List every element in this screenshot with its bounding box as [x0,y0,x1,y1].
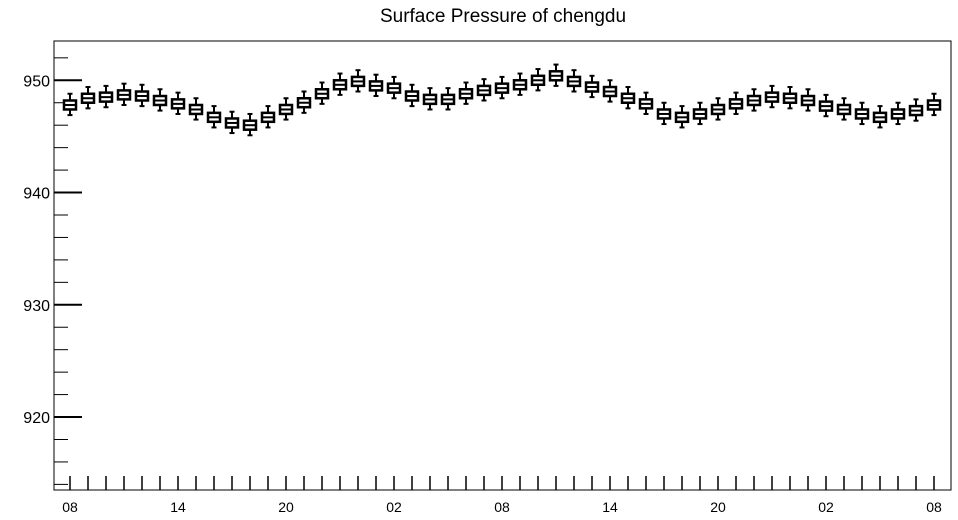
box-48 [926,92,942,117]
box-0 [62,92,78,117]
box-24 [494,75,510,100]
x-tick-label: 14 [602,499,618,515]
box-19 [404,83,420,108]
box-4 [134,83,150,108]
box-15 [332,72,348,96]
box-40 [782,86,798,110]
box-27 [548,63,564,87]
plot-frame [53,40,952,491]
box-7 [188,97,204,121]
box-2 [98,84,114,109]
box-26 [530,68,546,92]
box-34 [674,105,690,129]
box-9 [224,110,240,135]
box-47 [908,98,924,122]
x-axis: 08 14 20 02 08 14 20 02 08 [62,476,942,515]
box-45 [872,105,888,129]
x-tick-label: 14 [170,499,186,515]
box-41 [800,88,816,112]
box-12 [278,97,294,121]
box-5 [152,88,168,112]
box-17 [368,73,384,98]
box-46 [890,101,906,126]
box-28 [566,69,582,93]
box-32 [638,91,654,115]
box-13 [296,90,312,114]
box-30 [602,79,618,103]
box-44 [854,101,870,126]
x-tick-label: 20 [710,499,726,515]
box-39 [764,84,780,109]
box-series [62,63,942,137]
x-tick-label: 02 [818,499,834,515]
box-37 [728,91,744,115]
box-29 [584,74,600,99]
x-tick-label: 08 [926,499,942,515]
box-10 [242,112,258,137]
x-tick-label: 08 [494,499,510,515]
y-tick-label: 950 [23,73,50,90]
box-11 [260,105,276,129]
box-36 [710,97,726,121]
x-tick-label: 20 [278,499,294,515]
y-axis: 920 930 940 950 [23,57,82,485]
box-31 [620,86,636,110]
box-16 [350,69,366,93]
box-14 [314,81,330,105]
box-8 [206,105,222,129]
box-22 [458,81,474,105]
box-6 [170,91,186,115]
box-18 [386,75,402,100]
y-tick-label: 930 [23,298,50,315]
chart-title: Surface Pressure of chengdu [380,6,626,27]
box-33 [656,101,672,126]
box-3 [116,82,132,106]
box-43 [836,97,852,121]
x-tick-label: 02 [386,499,402,515]
x-tick-label: 08 [62,499,78,515]
box-20 [422,87,438,111]
box-35 [692,101,708,126]
box-42 [818,93,834,118]
box-38 [746,88,762,112]
box-21 [440,87,456,111]
box-1 [80,86,96,110]
y-tick-label: 920 [23,410,50,427]
box-25 [512,72,528,96]
box-23 [476,78,492,102]
y-tick-label: 940 [23,186,50,203]
